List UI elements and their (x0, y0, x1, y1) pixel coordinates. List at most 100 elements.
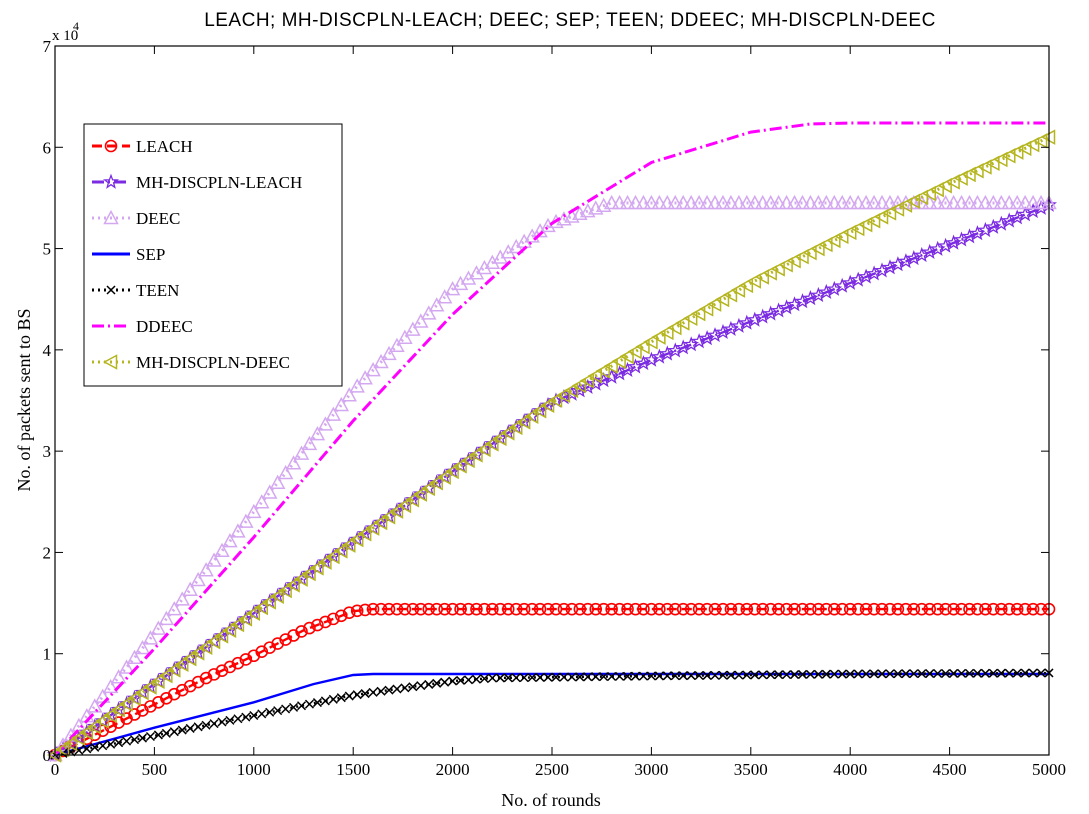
data-point (565, 602, 579, 616)
data-point (408, 682, 418, 692)
data-point (555, 387, 571, 403)
data-point (861, 669, 871, 679)
legend-entry: LEACH (92, 137, 193, 156)
data-point (635, 194, 652, 210)
data-point (738, 277, 754, 294)
data-point (1009, 194, 1025, 210)
x-tick-label: 500 (142, 760, 168, 779)
data-point (341, 387, 357, 402)
data-point (909, 669, 919, 679)
data-point (86, 718, 102, 735)
data-point (571, 377, 587, 394)
data-point (238, 513, 254, 528)
data-point (964, 668, 975, 678)
data-point (336, 693, 346, 703)
data-point (714, 291, 730, 308)
data-point (78, 724, 94, 741)
data-point (925, 669, 935, 679)
data-point (708, 602, 722, 616)
data-point (382, 602, 396, 616)
data-point (333, 396, 350, 412)
data-point (122, 736, 132, 746)
data-point (734, 670, 744, 680)
data-point (762, 194, 779, 210)
data-point (1017, 140, 1032, 157)
data-point (102, 678, 119, 694)
series-layer (46, 121, 1057, 763)
data-point (987, 602, 1000, 616)
data-point (949, 668, 959, 678)
data-point (301, 435, 318, 451)
data-point (456, 675, 466, 685)
legend-entry: SEP (92, 245, 165, 264)
data-point (979, 602, 992, 616)
data-point (460, 452, 475, 469)
x-tick-label: 3500 (734, 760, 768, 779)
data-point (1001, 194, 1017, 210)
data-point (877, 669, 887, 679)
data-point (365, 362, 381, 377)
data-point (549, 602, 563, 616)
data-point (470, 602, 483, 616)
data-point (230, 523, 246, 538)
chart-title: LEACH; MH-DISCPLN-LEACH; DEEC; SEP; TEEN… (204, 10, 936, 31)
data-point (289, 702, 299, 712)
data-point (551, 672, 561, 682)
data-point (820, 602, 833, 616)
data-point (883, 602, 897, 616)
data-point (150, 620, 167, 635)
data-point (756, 602, 770, 616)
legend-marker (103, 209, 119, 225)
data-point (479, 674, 489, 684)
data-point (414, 602, 428, 616)
data-point (754, 194, 771, 210)
data-point (193, 722, 203, 732)
data-point (471, 674, 481, 684)
data-point (937, 177, 952, 194)
data-point (436, 469, 451, 485)
data-point (1032, 133, 1048, 149)
data-point (137, 733, 148, 743)
data-point (494, 602, 507, 616)
data-point (231, 656, 245, 670)
data-point (866, 194, 882, 210)
data-point (897, 197, 913, 213)
data-point (317, 554, 332, 570)
data-point (813, 669, 823, 679)
data-point (923, 602, 937, 616)
data-point (1017, 194, 1033, 210)
data-point (869, 669, 879, 679)
data-point (573, 602, 587, 616)
data-point (882, 194, 898, 210)
data-point (851, 602, 865, 616)
data-point (396, 497, 412, 514)
y-tick-label: 4 (43, 341, 52, 360)
data-point (829, 669, 839, 679)
data-point (945, 194, 962, 210)
data-point (516, 414, 531, 430)
data-point (454, 602, 467, 616)
data-point (699, 194, 715, 210)
data-point (222, 533, 238, 548)
data-point (891, 602, 905, 616)
data-point (972, 668, 982, 678)
legend-marker (102, 354, 118, 370)
data-point (716, 602, 730, 616)
y-tick-label: 3 (43, 442, 52, 461)
legend-label: DEEC (136, 209, 180, 228)
data-point (621, 602, 634, 616)
data-point (233, 714, 243, 724)
data-point (374, 602, 388, 616)
data-point (444, 463, 459, 480)
data-point (653, 602, 666, 616)
data-point (317, 416, 334, 431)
data-point (607, 671, 617, 682)
data-point (185, 723, 195, 733)
data-point (134, 684, 149, 701)
data-point (273, 706, 283, 716)
data-point (859, 602, 873, 616)
data-point (603, 358, 618, 374)
data-point (182, 650, 197, 667)
data-point (818, 194, 835, 210)
data-point (668, 602, 682, 616)
